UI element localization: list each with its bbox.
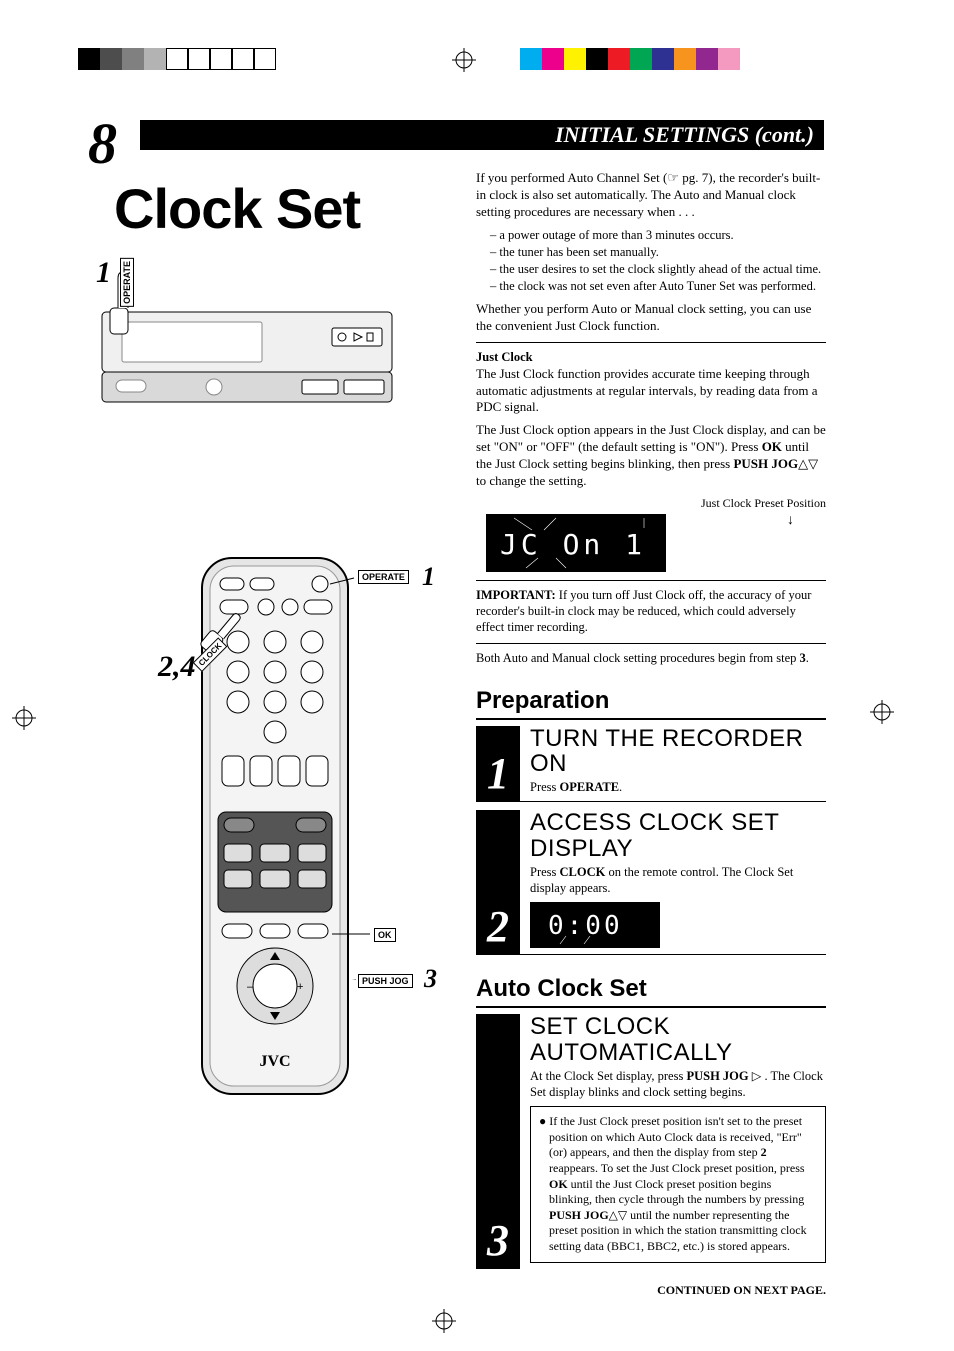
page-title: Clock Set — [114, 176, 360, 241]
intro-paragraph-2: Whether you perform Auto or Manual clock… — [476, 301, 826, 335]
label-operate-vcr: OPERATE — [120, 258, 134, 307]
svg-text:0:00: 0:00 — [548, 911, 623, 941]
text-run: At the Clock Set display, press — [530, 1069, 686, 1083]
bullet-item: – the tuner has been set manually. — [490, 244, 826, 260]
remote-illustration: – + JVC — [200, 556, 350, 1096]
text-run: . — [619, 780, 622, 794]
text-run: Both Auto and Manual clock setting proce… — [476, 651, 800, 665]
label-ok: OK — [374, 928, 396, 942]
step-number: 3 — [476, 1014, 520, 1268]
step-title: SET CLOCK AUTOMATICALLY — [530, 1014, 826, 1064]
important-label: IMPORTANT: — [476, 588, 556, 602]
step-3: 3 SET CLOCK AUTOMATICALLY At the Clock S… — [476, 1014, 826, 1268]
bold-ok: OK — [762, 439, 782, 454]
bullet-item: – the user desires to set the clock slig… — [490, 261, 826, 277]
bold-operate: OPERATE — [560, 780, 620, 794]
step-title: ACCESS CLOCK SET DISPLAY — [530, 810, 826, 860]
callout-step-1-vcr: 1 — [96, 256, 111, 290]
step-2: 2 ACCESS CLOCK SET DISPLAY Press CLOCK o… — [476, 810, 826, 955]
both-procedures-note: Both Auto and Manual clock setting proce… — [476, 650, 826, 666]
svg-text:–: – — [247, 981, 254, 993]
registration-swatches-right — [520, 48, 740, 70]
lcd-display-clock-set: 0:00 — [530, 902, 660, 948]
callout-step-3-remote: 3 — [424, 964, 437, 994]
lcd-display-just-clock: JC On 1 — [486, 514, 666, 572]
bold-step-2: 2 — [761, 1145, 767, 1159]
bold-push-jog: PUSH JOG — [733, 456, 798, 471]
bold-push-jog: PUSH JOG — [549, 1208, 609, 1222]
bullet-item: – a power outage of more than 3 minutes … — [490, 227, 826, 243]
bold-push-jog: PUSH JOG — [686, 1069, 748, 1083]
label-push-jog: PUSH JOG — [358, 974, 413, 988]
svg-text:JVC: JVC — [259, 1053, 290, 1070]
callout-step-1-remote: 1 — [422, 562, 435, 592]
callout-step-2-4: 2,4 — [158, 650, 196, 684]
label-operate-remote: OPERATE — [358, 570, 409, 584]
just-clock-heading: Just Clock — [476, 349, 826, 365]
svg-text:JC On 1: JC On 1 — [500, 528, 646, 561]
important-note: IMPORTANT: If you turn off Just Clock of… — [476, 587, 826, 636]
text-run: until the Just Clock preset position beg… — [549, 1177, 804, 1207]
step-3-note: ● If the Just Clock preset position isn'… — [530, 1106, 826, 1262]
text-run: . — [806, 651, 809, 665]
just-clock-caption: Just Clock Preset Position ↓ — [476, 496, 826, 512]
body-text-column: If you performed Auto Channel Set (☞ pg.… — [476, 170, 826, 1298]
text-run: reappears. To set the Just Clock preset … — [549, 1161, 805, 1175]
step-number: 2 — [476, 810, 520, 955]
step-1: 1 TURN THE RECORDER ON Press OPERATE. — [476, 726, 826, 803]
registration-cross-icon — [12, 706, 36, 730]
intro-bullet-list: – a power outage of more than 3 minutes … — [490, 227, 826, 295]
registration-cross-icon — [452, 48, 476, 72]
registration-swatches-left — [78, 48, 276, 70]
bold-clock: CLOCK — [560, 865, 606, 879]
just-clock-p2: The Just Clock option appears in the Jus… — [476, 422, 826, 490]
section-heading-preparation: Preparation — [476, 685, 826, 720]
registration-cross-icon — [870, 700, 894, 724]
step-text: At the Clock Set display, press PUSH JOG… — [530, 1068, 826, 1101]
text-run: Press — [530, 780, 560, 794]
svg-text:+: + — [297, 981, 303, 993]
vcr-illustration — [92, 252, 402, 432]
step-title: TURN THE RECORDER ON — [530, 726, 826, 776]
intro-paragraph-1: If you performed Auto Channel Set (☞ pg.… — [476, 170, 826, 221]
section-heading-auto-clock-set: Auto Clock Set — [476, 973, 826, 1008]
caption-text: Just Clock Preset Position — [701, 496, 826, 510]
continued-on-next-page: CONTINUED ON NEXT PAGE. — [476, 1283, 826, 1299]
step-text: Press OPERATE. — [530, 779, 826, 795]
step-number: 1 — [476, 726, 520, 803]
step-text: Press CLOCK on the remote control. The C… — [530, 864, 826, 897]
bold-ok: OK — [549, 1177, 568, 1191]
section-header: INITIAL SETTINGS (cont.) — [140, 120, 824, 150]
page-number: 8 — [88, 110, 117, 177]
text-run: Press — [530, 865, 560, 879]
bullet-item: – the clock was not set even after Auto … — [490, 278, 826, 294]
just-clock-p1: The Just Clock function provides accurat… — [476, 366, 826, 417]
registration-cross-icon — [432, 1309, 456, 1333]
